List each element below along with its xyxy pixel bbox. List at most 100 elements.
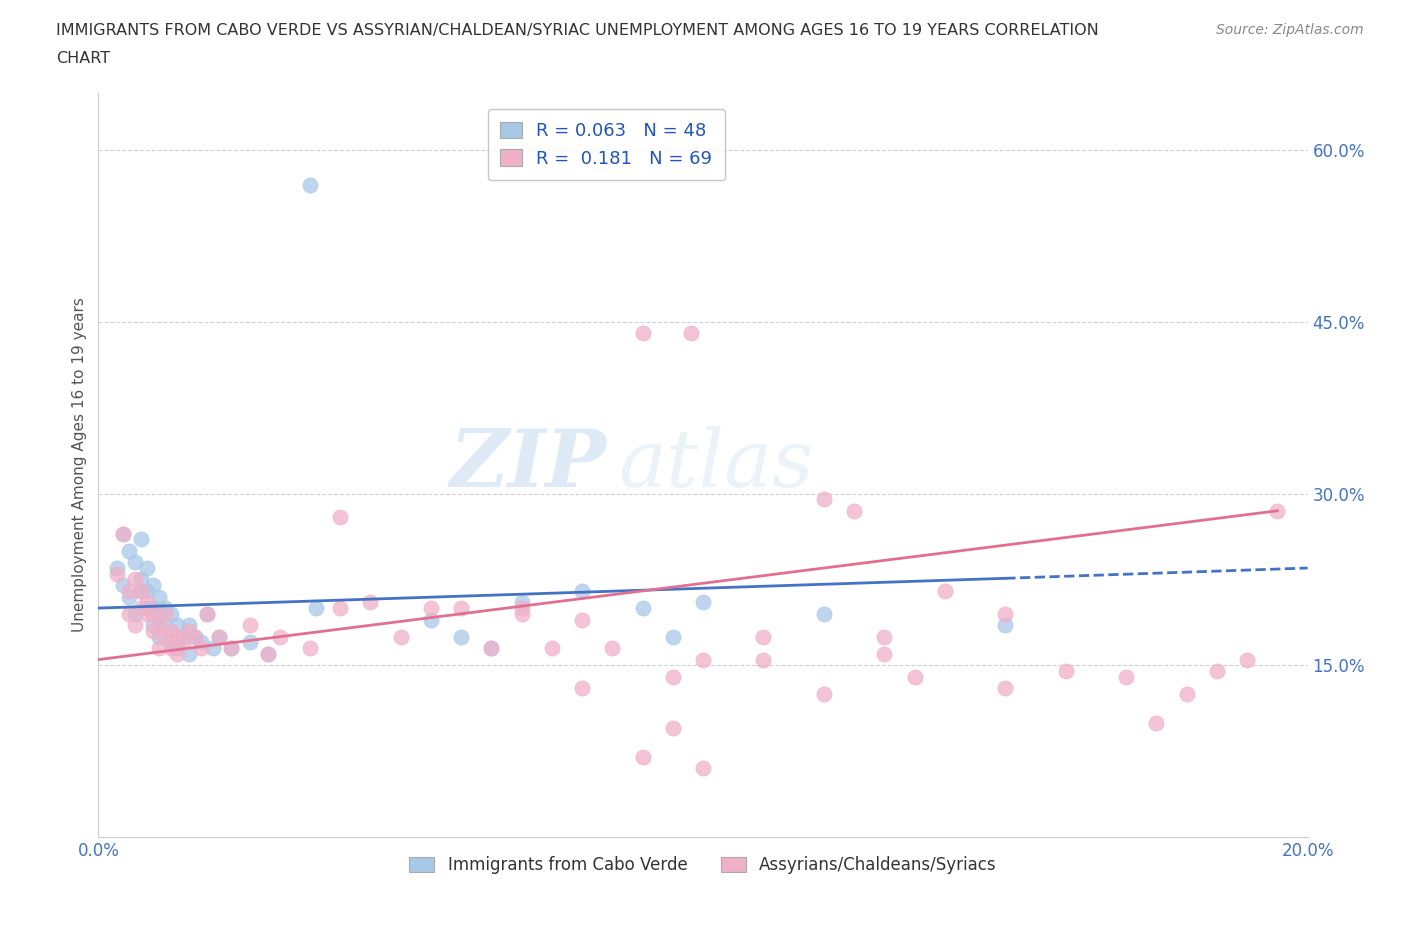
- Point: [135, 606, 157, 621]
- Point: [118, 590, 141, 604]
- Point: [166, 641, 188, 656]
- Point: [202, 641, 225, 656]
- Point: [450, 601, 472, 616]
- Y-axis label: Unemployment Among Ages 16 to 19 years: Unemployment Among Ages 16 to 19 years: [72, 298, 87, 632]
- Point: [329, 509, 352, 524]
- Point: [184, 630, 207, 644]
- Point: [179, 618, 201, 632]
- Point: [661, 630, 683, 644]
- Point: [631, 326, 654, 340]
- Point: [692, 652, 714, 667]
- Point: [256, 646, 278, 661]
- Point: [184, 630, 207, 644]
- Point: [692, 761, 714, 776]
- Text: CHART: CHART: [56, 51, 110, 66]
- Point: [904, 670, 927, 684]
- Point: [129, 532, 152, 547]
- Text: Source: ZipAtlas.com: Source: ZipAtlas.com: [1216, 23, 1364, 37]
- Point: [135, 583, 157, 598]
- Point: [142, 606, 165, 621]
- Point: [221, 641, 243, 656]
- Point: [1206, 664, 1229, 679]
- Point: [166, 618, 188, 632]
- Point: [153, 630, 176, 644]
- Point: [190, 635, 212, 650]
- Point: [129, 583, 152, 598]
- Point: [269, 630, 291, 644]
- Point: [195, 606, 218, 621]
- Point: [692, 595, 714, 610]
- Point: [1267, 503, 1289, 518]
- Point: [160, 606, 183, 621]
- Point: [481, 641, 503, 656]
- Point: [118, 606, 141, 621]
- Point: [118, 583, 141, 598]
- Point: [105, 566, 128, 581]
- Point: [195, 606, 218, 621]
- Point: [208, 630, 231, 644]
- Point: [752, 652, 775, 667]
- Point: [148, 630, 170, 644]
- Point: [661, 721, 683, 736]
- Point: [813, 492, 835, 507]
- Point: [305, 601, 328, 616]
- Point: [142, 623, 165, 638]
- Point: [148, 641, 170, 656]
- Point: [360, 595, 382, 610]
- Point: [450, 630, 472, 644]
- Point: [510, 595, 533, 610]
- Point: [631, 750, 654, 764]
- Point: [299, 641, 322, 656]
- Point: [135, 601, 157, 616]
- Point: [239, 618, 262, 632]
- Point: [389, 630, 412, 644]
- Point: [299, 177, 322, 192]
- Point: [111, 526, 134, 541]
- Point: [420, 612, 443, 627]
- Point: [172, 635, 194, 650]
- Point: [631, 601, 654, 616]
- Point: [148, 618, 170, 632]
- Point: [142, 601, 165, 616]
- Point: [166, 630, 188, 644]
- Point: [160, 623, 183, 638]
- Point: [1175, 686, 1198, 701]
- Point: [142, 618, 165, 632]
- Point: [571, 583, 593, 598]
- Point: [135, 561, 157, 576]
- Point: [221, 641, 243, 656]
- Point: [129, 583, 152, 598]
- Point: [994, 681, 1017, 696]
- Point: [153, 606, 176, 621]
- Point: [873, 646, 896, 661]
- Point: [1144, 715, 1167, 730]
- Point: [571, 612, 593, 627]
- Point: [160, 641, 183, 656]
- Point: [510, 606, 533, 621]
- Point: [129, 572, 152, 587]
- Point: [148, 590, 170, 604]
- Point: [124, 618, 146, 632]
- Point: [602, 641, 624, 656]
- Point: [1115, 670, 1137, 684]
- Point: [420, 601, 443, 616]
- Point: [994, 606, 1017, 621]
- Point: [153, 618, 176, 632]
- Text: atlas: atlas: [619, 426, 814, 504]
- Point: [118, 543, 141, 558]
- Point: [239, 635, 262, 650]
- Point: [153, 601, 176, 616]
- Point: [844, 503, 866, 518]
- Point: [1236, 652, 1258, 667]
- Point: [481, 641, 503, 656]
- Point: [813, 606, 835, 621]
- Point: [873, 630, 896, 644]
- Point: [813, 686, 835, 701]
- Point: [510, 601, 533, 616]
- Point: [1054, 664, 1077, 679]
- Point: [172, 630, 194, 644]
- Point: [166, 646, 188, 661]
- Point: [679, 326, 702, 340]
- Point: [148, 606, 170, 621]
- Text: ZIP: ZIP: [450, 426, 606, 504]
